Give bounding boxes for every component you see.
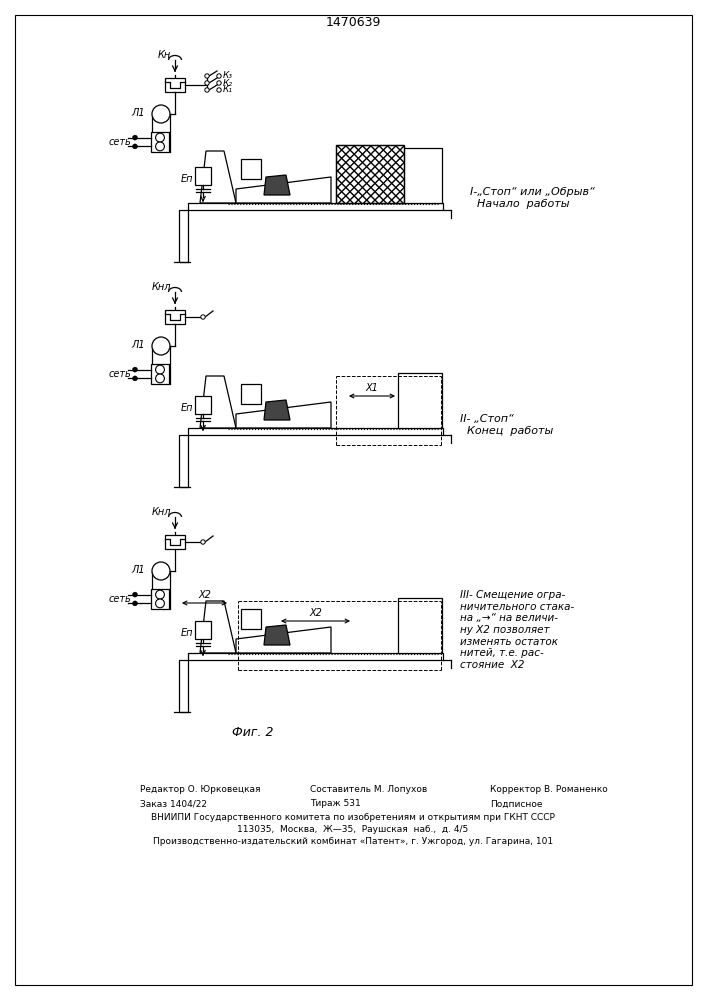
Polygon shape [264, 625, 290, 645]
Circle shape [156, 590, 165, 599]
Polygon shape [264, 175, 290, 195]
Text: Еп: Еп [180, 403, 193, 413]
Bar [151, 132, 169, 152]
Bar [398, 148, 442, 203]
Text: Л1: Л1 [132, 565, 145, 575]
Text: сеть: сеть [108, 594, 131, 604]
Text: Л1: Л1 [132, 108, 145, 118]
Circle shape [132, 592, 137, 597]
Text: К₁: К₁ [223, 86, 233, 95]
Text: Заказ 1404/22: Заказ 1404/22 [140, 800, 207, 808]
Text: X2: X2 [309, 608, 322, 618]
Bar [188, 428, 443, 435]
Circle shape [156, 599, 165, 608]
Bar [195, 396, 211, 414]
Bar [151, 364, 169, 384]
Bar [179, 435, 188, 487]
Text: Еп: Еп [180, 174, 193, 184]
Bar [179, 210, 188, 262]
Bar [165, 310, 185, 324]
Bar [336, 145, 404, 203]
Circle shape [156, 133, 165, 142]
Circle shape [217, 81, 221, 85]
Text: I-„Cтоп“ или „Обрыв“
  Начало  работы: I-„Cтоп“ или „Обрыв“ Начало работы [470, 187, 595, 209]
Bar [151, 589, 169, 609]
Circle shape [152, 337, 170, 355]
Circle shape [152, 105, 170, 123]
Text: Фиг. 2: Фиг. 2 [233, 726, 274, 738]
Circle shape [156, 142, 165, 151]
Bar [165, 78, 185, 92]
Polygon shape [200, 151, 236, 203]
Circle shape [152, 562, 170, 580]
Text: 1470639: 1470639 [325, 15, 380, 28]
Bar [241, 609, 261, 629]
Circle shape [132, 367, 137, 372]
Circle shape [132, 144, 137, 149]
Text: X1: X1 [366, 383, 378, 393]
Text: К₃: К₃ [223, 72, 233, 81]
Bar [165, 535, 185, 549]
Circle shape [217, 74, 221, 78]
Text: Л1: Л1 [132, 340, 145, 350]
Polygon shape [200, 376, 236, 428]
Text: 113035,  Москва,  Ж—35,  Раушская  наб.,  д. 4/5: 113035, Москва, Ж—35, Раушская наб., д. … [238, 826, 469, 834]
Bar [398, 373, 442, 428]
Text: Кнл: Кнл [151, 507, 171, 517]
Bar [398, 598, 442, 653]
Text: ВНИИПИ Государственного комитета по изобретениям и открытиям при ГКНТ СССР: ВНИИПИ Государственного комитета по изоб… [151, 814, 555, 822]
Polygon shape [264, 400, 290, 420]
Text: Редактор О. Юрковецкая: Редактор О. Юрковецкая [140, 786, 260, 794]
Bar [179, 660, 188, 712]
Text: Корректор В. Романенко: Корректор В. Романенко [490, 786, 608, 794]
Polygon shape [236, 402, 331, 428]
Text: III- Смещение огра-
ничительного стака-
на „→“ на величи-
ну X2 позволяет
изменя: III- Смещение огра- ничительного стака- … [460, 590, 574, 670]
Text: Составитель М. Лопухов: Составитель М. Лопухов [310, 786, 427, 794]
Text: X2: X2 [198, 590, 211, 600]
Polygon shape [236, 177, 331, 203]
Circle shape [132, 135, 137, 140]
Bar [188, 653, 443, 660]
Circle shape [132, 601, 137, 606]
Circle shape [205, 74, 209, 78]
Text: Подписное: Подписное [490, 800, 542, 808]
Text: сеть: сеть [108, 369, 131, 379]
Bar [336, 145, 404, 203]
Circle shape [205, 81, 209, 85]
Circle shape [156, 365, 165, 374]
Text: Кнл: Кнл [151, 282, 171, 292]
Circle shape [205, 88, 209, 92]
Bar [195, 167, 211, 185]
Circle shape [156, 374, 165, 383]
Text: Еп: Еп [180, 628, 193, 638]
Circle shape [201, 540, 205, 544]
Bar [241, 159, 261, 179]
Polygon shape [236, 627, 331, 653]
Text: Производственно-издательский комбинат «Патент», г. Ужгород, ул. Гагарина, 101: Производственно-издательский комбинат «П… [153, 838, 553, 846]
Bar [195, 621, 211, 639]
Circle shape [132, 376, 137, 381]
Text: К₂: К₂ [223, 79, 233, 88]
Text: II- „Стоп“
  Конец  работы: II- „Стоп“ Конец работы [460, 414, 554, 436]
Polygon shape [200, 601, 236, 653]
Text: сеть: сеть [108, 137, 131, 147]
Text: Кн: Кн [158, 50, 171, 60]
Circle shape [217, 88, 221, 92]
Circle shape [201, 315, 205, 319]
Bar [241, 384, 261, 404]
Bar [188, 203, 443, 210]
Text: Тираж 531: Тираж 531 [310, 800, 361, 808]
